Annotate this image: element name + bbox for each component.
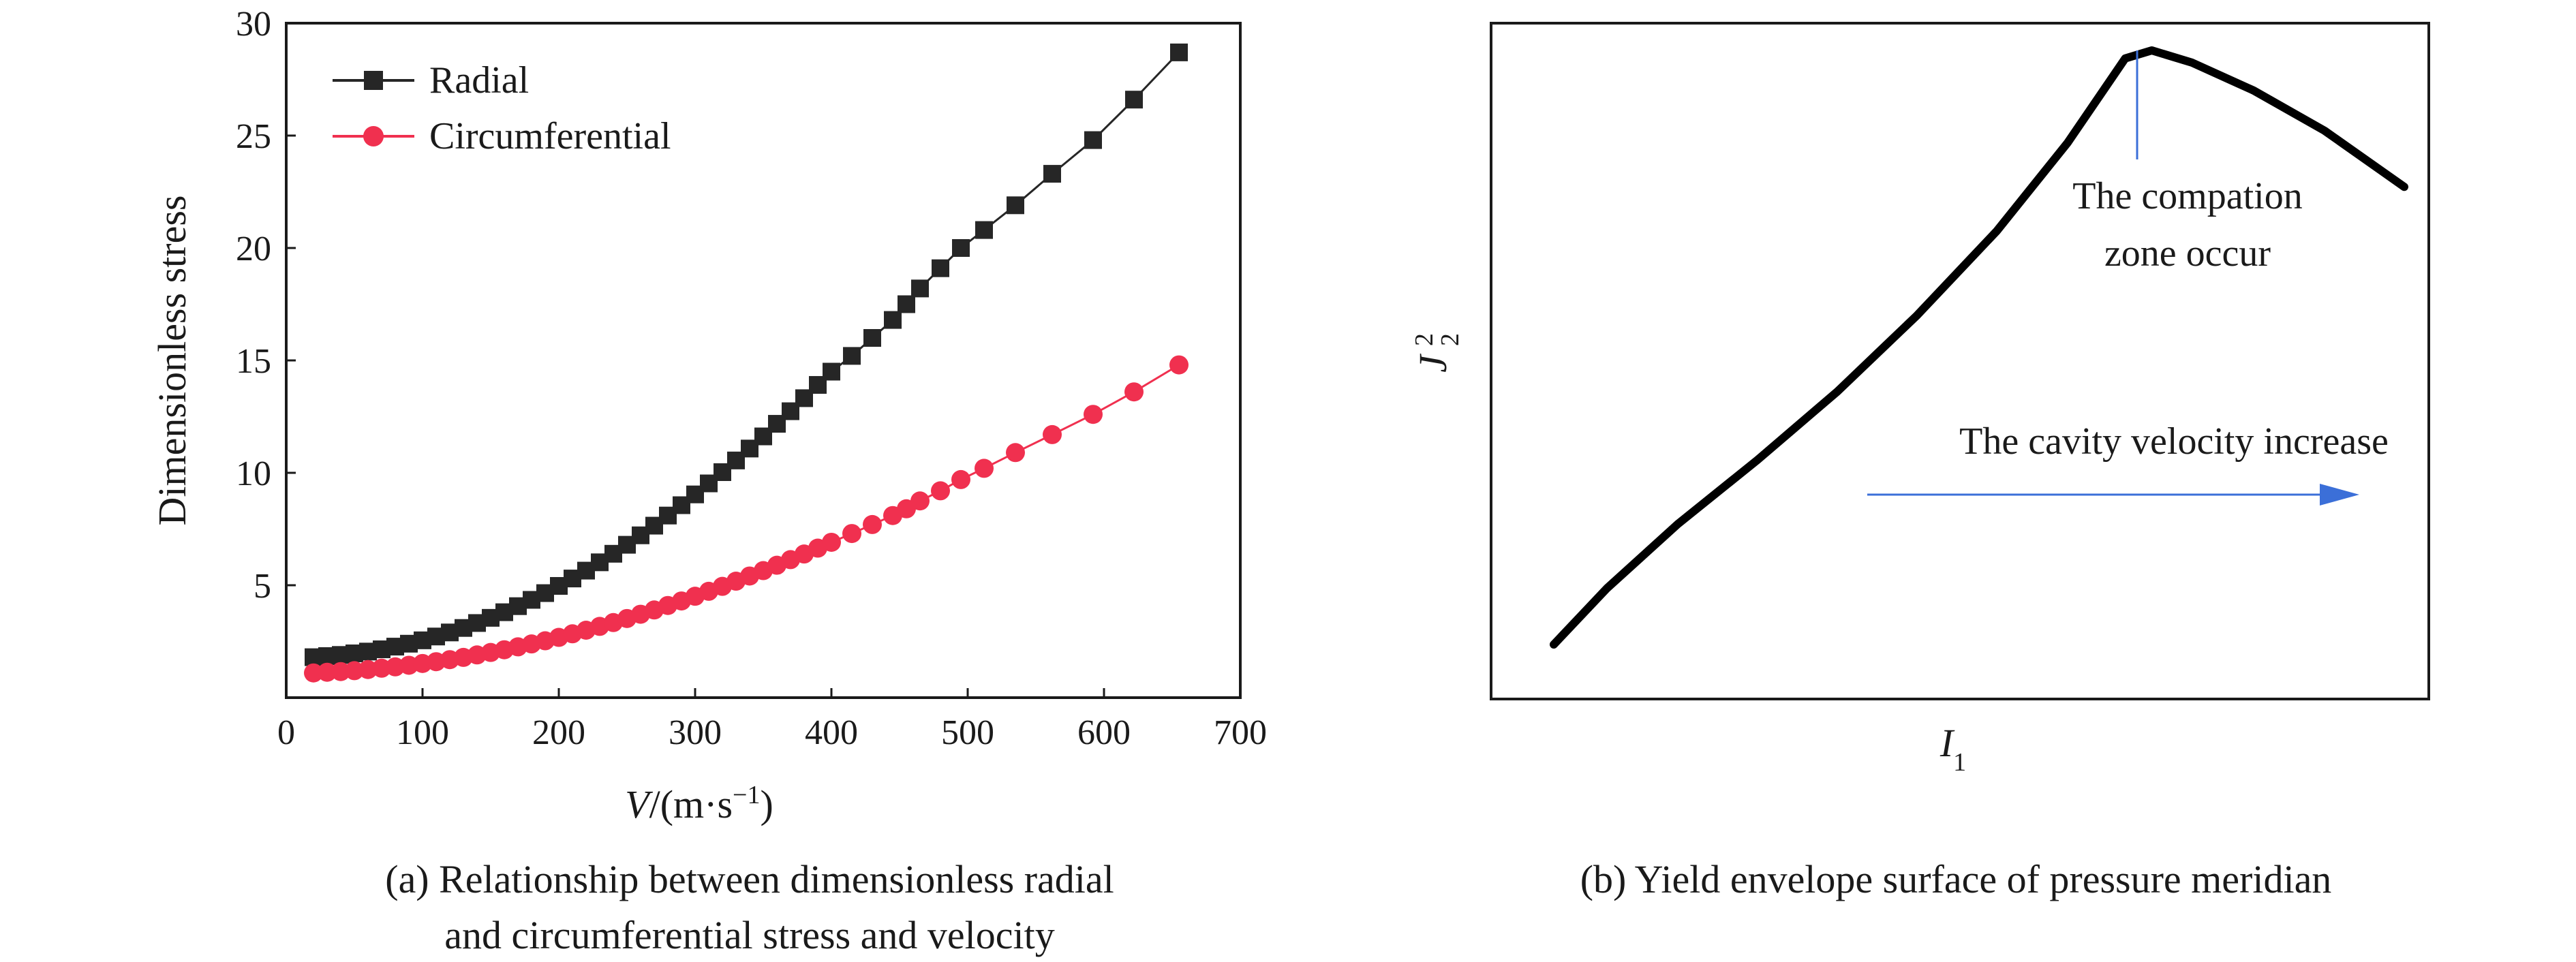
- chart-a: 0 100 200 300 400 500 600 700 5 10 15 20 25 30 Radial…: [150, 5, 1267, 957]
- data-point-radial: [1084, 131, 1102, 149]
- data-point-circumferential: [910, 491, 930, 511]
- x-tick-label: 300: [669, 713, 722, 752]
- data-point-circumferential: [951, 469, 970, 489]
- x-tick-label: 0: [277, 713, 295, 752]
- data-point-circumferential: [1124, 382, 1144, 402]
- caption-a-line2: and circumferential stress and velocity: [444, 913, 1054, 957]
- legend-marker-circumferential: [363, 126, 384, 146]
- data-point-radial: [1007, 196, 1024, 215]
- compaction-label-line1: The compation: [2072, 175, 2302, 217]
- plot-frame-b: [1490, 22, 2430, 700]
- legend-label-circumferential: Circumferential: [429, 115, 671, 157]
- data-point-circumferential: [975, 459, 994, 478]
- data-point-circumferential: [345, 661, 364, 681]
- y-axis-label-a: Dimensionless stress: [150, 196, 194, 526]
- data-point-radial: [952, 239, 970, 257]
- y-tick-label: 15: [236, 342, 271, 381]
- chart-b: The compation zone occur The cavity velo…: [1410, 22, 2430, 901]
- data-point-radial: [863, 329, 881, 347]
- data-point-radial: [1043, 165, 1061, 183]
- x-tick-label: 600: [1077, 713, 1131, 752]
- svg-text:J: J: [1411, 353, 1455, 373]
- data-point-radial: [843, 347, 861, 365]
- data-point-radial: [1170, 43, 1188, 61]
- data-point-circumferential: [1006, 443, 1025, 463]
- compaction-label-line2: zone occur: [2104, 232, 2271, 275]
- x-tick-label: 500: [941, 713, 994, 752]
- y-axis-label-b: J 2 2: [1410, 333, 1465, 373]
- velocity-arrow-head: [2320, 484, 2359, 506]
- data-point-radial: [823, 362, 840, 381]
- data-point-circumferential: [1169, 355, 1189, 375]
- y-tick-label: 5: [254, 567, 271, 606]
- svg-text:2: 2: [1436, 333, 1465, 346]
- y-tick-label: 10: [236, 454, 271, 493]
- data-point-radial: [975, 221, 993, 239]
- x-axis-label-a: V/(m·s−1): [625, 781, 773, 826]
- data-point-radial: [898, 295, 915, 313]
- legend-label-radial: Radial: [429, 59, 529, 102]
- x-tick-label: 400: [805, 713, 858, 752]
- data-point-circumferential: [931, 481, 950, 501]
- data-point-radial: [884, 311, 902, 329]
- data-point-circumferential: [863, 514, 882, 534]
- caption-a-line1: (a) Relationship between dimensionless r…: [385, 857, 1114, 901]
- y-tick-label: 20: [236, 230, 271, 268]
- x-tick-label: 200: [532, 713, 585, 752]
- velocity-arrow-label: The cavity velocity increase: [1959, 420, 2389, 463]
- x-tick-label: 100: [396, 713, 449, 752]
- legend: Radial Circumferential: [333, 59, 671, 157]
- y-tick-label: 30: [236, 5, 271, 44]
- data-point-circumferential: [1084, 405, 1103, 424]
- y-tick-label: 25: [236, 117, 271, 156]
- data-point-circumferential: [318, 662, 337, 682]
- legend-marker-radial: [364, 71, 383, 90]
- yield-envelope-curve: [1550, 46, 2408, 649]
- data-point-circumferential: [331, 662, 350, 681]
- data-point-radial: [911, 279, 929, 298]
- caption-b: (b) Yield envelope surface of pressure m…: [1580, 857, 2332, 901]
- data-point-circumferential: [822, 532, 841, 552]
- data-point-radial: [1125, 91, 1143, 109]
- data-point-radial: [932, 259, 949, 277]
- data-point-circumferential: [304, 663, 323, 683]
- series-group-a: [304, 43, 1189, 683]
- svg-text:2: 2: [1410, 333, 1439, 346]
- x-tick-label: 700: [1214, 713, 1267, 752]
- data-point-circumferential: [842, 524, 861, 544]
- axis-ticks-a: 0 100 200 300 400 500 600 700 5 10 15 20 25 30: [236, 5, 1267, 752]
- x-axis-label-b: I1: [1939, 721, 1966, 777]
- data-point-circumferential: [1043, 424, 1062, 444]
